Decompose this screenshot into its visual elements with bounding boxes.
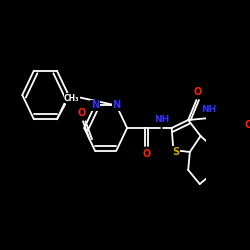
Text: S: S — [172, 147, 179, 157]
Text: CH₃: CH₃ — [64, 94, 80, 103]
Text: O: O — [143, 149, 151, 159]
Text: NH: NH — [201, 104, 216, 114]
Text: O: O — [194, 87, 202, 97]
Text: O: O — [244, 120, 250, 130]
Text: N: N — [112, 100, 120, 110]
Text: O: O — [77, 108, 86, 118]
Text: N: N — [91, 100, 99, 110]
Text: NH: NH — [154, 114, 170, 124]
